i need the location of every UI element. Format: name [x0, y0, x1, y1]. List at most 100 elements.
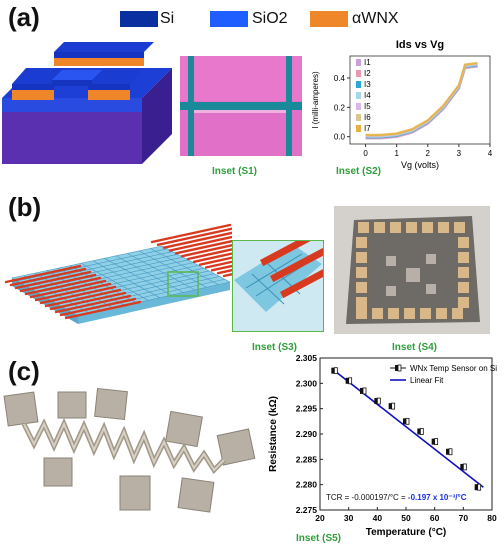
rod-left	[49, 291, 127, 311]
chip-pad	[356, 252, 367, 263]
panel-a-letter: (a)	[8, 2, 40, 32]
data-point-right	[362, 387, 367, 395]
grid-line	[115, 255, 184, 293]
rod-right	[216, 268, 232, 275]
rod-right	[168, 235, 232, 252]
plot-frame	[349, 55, 491, 145]
chip-pad	[356, 282, 367, 293]
legend-marker-I6	[356, 114, 361, 121]
grid-line	[150, 248, 219, 285]
rod-right	[180, 244, 232, 258]
y-tick-label: 2.300	[296, 378, 318, 388]
y-tick-label: 2.305	[296, 353, 318, 363]
linear-fit-line	[333, 370, 484, 488]
grid-line	[138, 250, 207, 288]
chip-pad	[458, 237, 469, 248]
y-axis-label: I (milli-amperes)	[311, 71, 320, 129]
rod-left	[64, 300, 142, 320]
y-tick-label: 2.290	[296, 429, 318, 439]
resistance-temp-chart: 20 30 40 50 60 70 80 2.275 2.280 2.285 2.290 2.295 2…	[268, 353, 497, 538]
legend-marker-I4	[356, 92, 361, 99]
series-line-I7	[365, 61, 478, 137]
x-tick-label: 30	[344, 513, 354, 523]
y-axis-label: Resistance (kΩ)	[268, 396, 279, 472]
rod-right	[204, 260, 232, 269]
legend-label-sio2: SiO2	[252, 10, 288, 27]
chip-pad	[454, 222, 465, 233]
x-tick-label: 20	[315, 513, 325, 523]
tcr-highlight: -0.197 x 10⁻³/°C	[408, 493, 467, 502]
data-point-right	[348, 377, 353, 385]
x-tick-label: 4	[488, 149, 493, 158]
x-tick-label: 3	[457, 149, 462, 158]
data-point-right	[376, 397, 381, 405]
rod-right	[174, 239, 232, 255]
ids-vg-chart: Ids vs Vg 0 1 2 3 4 0.0 0.2 0.4 Vg (volts) I (mill…	[311, 39, 493, 170]
legend-swatch-awnx	[310, 11, 348, 27]
chip-pad	[356, 308, 367, 319]
legend-label-sensor: WNx Temp Sensor on Si	[410, 364, 497, 373]
grid-line	[81, 262, 149, 301]
data-point-right	[405, 417, 410, 425]
legend-marker-I5	[356, 103, 361, 110]
data-point-right	[419, 428, 424, 435]
x-axis-label: Temperature (°C)	[366, 527, 447, 538]
data-point-right	[477, 483, 482, 491]
rod-left	[59, 297, 137, 317]
legend-marker-I1	[356, 59, 361, 66]
rod-left	[54, 294, 132, 314]
crossbar-array-schematic	[4, 223, 232, 324]
y-tick-label: 0.2	[334, 103, 346, 112]
data-point-left	[460, 463, 464, 470]
y-tick-label: 2.275	[296, 505, 318, 515]
inset-s1-label: Inset (S1)	[212, 166, 258, 177]
x-tick-label: 0	[363, 149, 368, 158]
x-tick-label: 1	[394, 149, 399, 158]
legend-marker-I2	[356, 70, 361, 77]
rod-left	[44, 288, 122, 308]
legend-label-I5: I5	[364, 102, 371, 111]
chip-pad	[438, 222, 449, 233]
legend-label-awnx: αWNX	[352, 10, 399, 27]
device-3d-schematic	[2, 42, 172, 164]
y-tick-label: 2.295	[296, 404, 318, 414]
chip-pad	[420, 308, 431, 319]
chip-pad	[388, 308, 399, 319]
micrograph-s1	[180, 56, 302, 156]
legend-label-I6: I6	[364, 113, 371, 122]
data-point-left	[417, 428, 421, 435]
x-tick-label: 60	[430, 513, 440, 523]
data-point-left	[345, 377, 349, 384]
rod-right	[210, 264, 232, 272]
rod-right	[156, 227, 232, 247]
data-point-left	[446, 448, 449, 455]
grid-line	[127, 253, 196, 291]
x-tick-label: 2	[426, 149, 431, 158]
legend-swatch-si	[120, 11, 158, 27]
chip-pad	[374, 222, 385, 233]
crossbar-zoom-s3	[232, 240, 324, 332]
data-point-left	[403, 418, 406, 425]
legend-marker-I7	[356, 125, 361, 132]
x-axis-label: Vg (volts)	[401, 160, 439, 170]
legend-marker-sensor	[397, 364, 402, 372]
legend-marker-sensor	[395, 365, 398, 371]
chip-pad	[390, 222, 401, 233]
inset-s3-label: Inset (S3)	[252, 342, 298, 353]
rod-left	[14, 270, 92, 290]
legend-label-I3: I3	[364, 80, 371, 89]
inset-s5-label: Inset (S5)	[296, 533, 342, 544]
x-tick-label: 40	[373, 513, 383, 523]
chip-pad	[436, 308, 447, 319]
chip-pad	[404, 308, 415, 319]
chart-title: Ids vs Vg	[396, 39, 444, 51]
data-point-left	[360, 387, 363, 394]
panel-b-letter: (b)	[8, 192, 42, 222]
chip-pad	[356, 297, 367, 308]
chip-pad	[458, 267, 469, 278]
rod-left	[24, 276, 102, 296]
rod-right	[198, 256, 232, 266]
data-point-right	[448, 448, 453, 456]
rod-left	[9, 267, 87, 287]
rod-right	[186, 248, 232, 261]
